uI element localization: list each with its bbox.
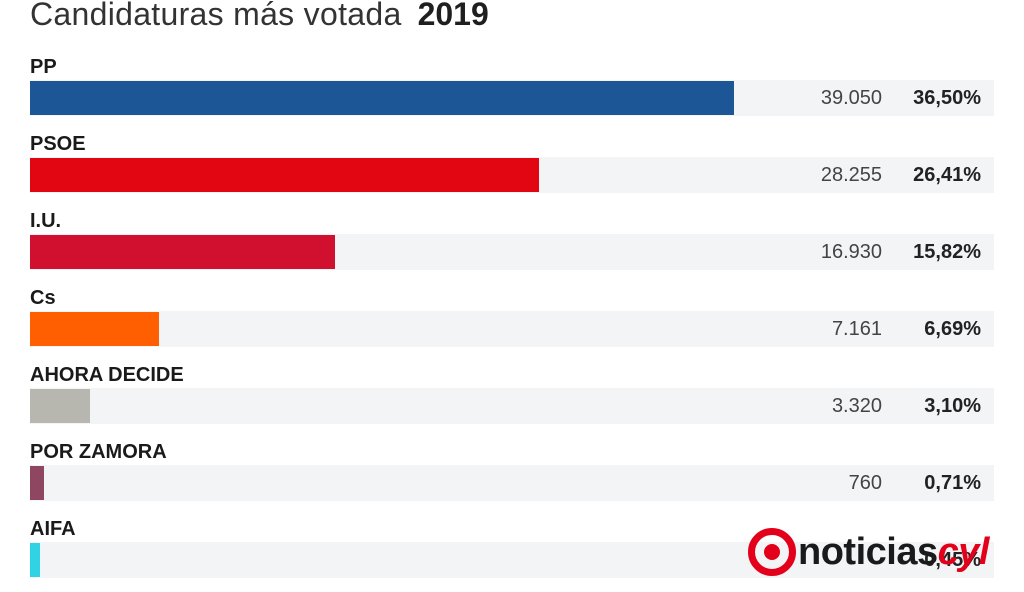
chart-title: Candidaturas más votada 2019 [30, 0, 489, 34]
category-label: AIFA [30, 518, 76, 540]
bar [30, 466, 44, 500]
bar-row: Cs 7.161 6,69% [0, 287, 1024, 361]
bar [30, 235, 335, 269]
percent-label: 0,71% [924, 472, 981, 494]
bar-track [30, 465, 994, 501]
logo-main-text: noticias [798, 531, 938, 573]
category-label: I.U. [30, 210, 62, 232]
percent-label: 36,50% [913, 87, 981, 109]
votes-label: 16.930 [820, 241, 882, 263]
bar [30, 389, 90, 423]
bar [30, 543, 40, 577]
chart-title-year: 2019 [417, 0, 489, 32]
category-label: AHORA DECIDE [30, 364, 184, 386]
category-label: POR ZAMORA [30, 441, 167, 463]
percent-label: 3,10% [924, 395, 981, 417]
bar-chart: PP 39.050 36,50% PSOE 28.255 26,41% I.U. 16.930… [0, 56, 1024, 578]
votes-label: 7.161 [831, 318, 882, 340]
noticiascyl-logo: noticiascyl [748, 524, 989, 576]
category-label: PP [30, 56, 57, 78]
bar [30, 312, 159, 346]
votes-label: 28.255 [820, 164, 882, 186]
bar-row: I.U. 16.930 15,82% [0, 210, 1024, 284]
bar-row: AIFA 0,45% [0, 518, 1024, 592]
chart-title-text: Candidaturas más votada [30, 0, 402, 32]
bar [30, 158, 539, 192]
bar-row: PSOE 28.255 26,41% [0, 133, 1024, 207]
percent-label: 0,45% [924, 549, 981, 571]
bar-row: POR ZAMORA 760 0,71% [0, 441, 1024, 515]
bar-track [30, 388, 994, 424]
logo-wordmark: noticiascyl [798, 530, 989, 574]
bar [30, 81, 734, 115]
bar-track [30, 311, 994, 347]
votes-label: 760 [848, 472, 882, 494]
bar-track [30, 542, 994, 578]
bar-row: AHORA DECIDE 3.320 3,10% [0, 364, 1024, 438]
logo-accent-text: cyl [937, 531, 990, 573]
votes-label: 3.320 [831, 395, 882, 417]
percent-label: 15,82% [913, 241, 981, 263]
percent-label: 26,41% [913, 164, 981, 186]
logo-mark-icon [748, 528, 796, 576]
bar-row: PP 39.050 36,50% [0, 56, 1024, 130]
votes-label: 39.050 [820, 87, 882, 109]
category-label: PSOE [30, 133, 86, 155]
percent-label: 6,69% [924, 318, 981, 340]
category-label: Cs [30, 287, 56, 309]
